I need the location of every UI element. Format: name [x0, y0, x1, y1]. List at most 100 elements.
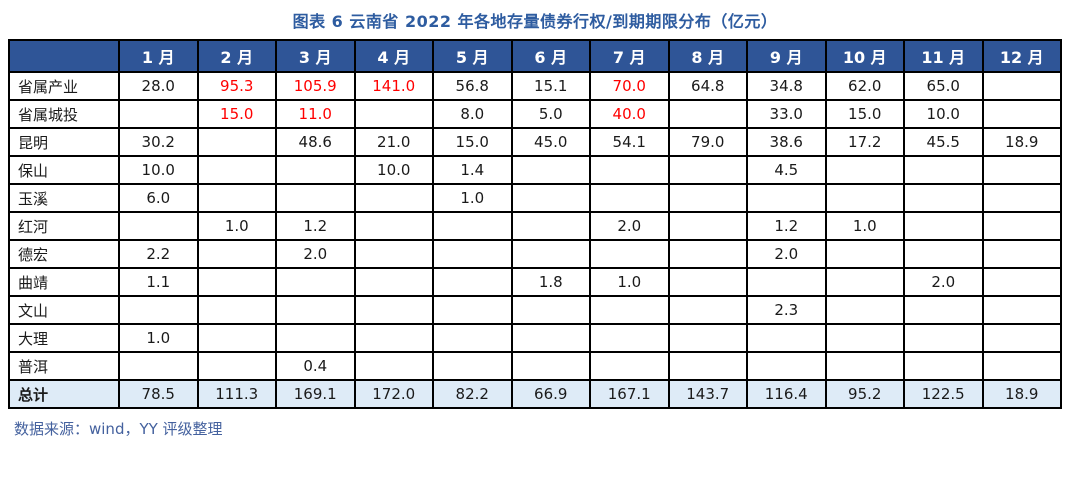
table-cell [353, 295, 434, 325]
table-cell [432, 239, 513, 269]
table-row: 普洱 0.4 [8, 351, 1062, 381]
table-cell [903, 295, 984, 325]
table-cell [510, 323, 591, 353]
table-cell [118, 351, 199, 381]
table-cell: 11.0 [275, 99, 356, 129]
column-header: 8 月 [667, 39, 748, 73]
column-header: 6 月 [510, 39, 591, 73]
table-cell: 116.4 [746, 379, 827, 409]
column-header: 4 月 [353, 39, 434, 73]
table-cell [196, 323, 277, 353]
table-cell [510, 211, 591, 241]
table-cell [746, 183, 827, 213]
table-cell: 78.5 [118, 379, 199, 409]
table-cell [353, 211, 434, 241]
table-cell [196, 183, 277, 213]
table-cell [667, 211, 748, 241]
table-cell [981, 267, 1062, 297]
column-header: 9 月 [746, 39, 827, 73]
table-cell: 1.0 [824, 211, 905, 241]
row-label: 玉溪 [8, 183, 120, 213]
table-cell: 15.1 [510, 71, 591, 101]
table-cell: 28.0 [118, 71, 199, 101]
table-cell: 169.1 [275, 379, 356, 409]
table-cell [667, 267, 748, 297]
table-cell [746, 323, 827, 353]
table-cell [196, 239, 277, 269]
table-cell: 30.2 [118, 127, 199, 157]
table-cell [824, 183, 905, 213]
table-cell [824, 323, 905, 353]
column-header: 7 月 [589, 39, 670, 73]
table-cell [667, 155, 748, 185]
table-cell [196, 295, 277, 325]
row-label: 大理 [8, 323, 120, 353]
row-label: 德宏 [8, 239, 120, 269]
table-cell: 45.0 [510, 127, 591, 157]
table-cell: 1.4 [432, 155, 513, 185]
table-cell: 5.0 [510, 99, 591, 129]
column-header: 3 月 [275, 39, 356, 73]
table-cell: 15.0 [824, 99, 905, 129]
table-cell: 66.9 [510, 379, 591, 409]
table-cell [667, 351, 748, 381]
table-cell [903, 351, 984, 381]
table-cell: 18.9 [981, 127, 1062, 157]
table-cell [510, 295, 591, 325]
table-cell [667, 239, 748, 269]
table-cell: 1.8 [510, 267, 591, 297]
table-cell [118, 211, 199, 241]
table-row: 省属城投 15.0 11.0 8.0 5.0 40.0 33.0 15.0 10.0 [8, 99, 1062, 129]
column-header: 12 月 [981, 39, 1062, 73]
row-label: 曲靖 [8, 267, 120, 297]
table-cell [432, 323, 513, 353]
table-cell: 2.3 [746, 295, 827, 325]
corner-header-cell [8, 39, 120, 73]
table-cell [432, 295, 513, 325]
column-header: 11 月 [903, 39, 984, 73]
column-header: 10 月 [824, 39, 905, 73]
table-cell [589, 239, 670, 269]
table-cell [981, 99, 1062, 129]
table-cell [275, 295, 356, 325]
table-cell: 6.0 [118, 183, 199, 213]
table-cell [589, 155, 670, 185]
table-row: 玉溪 6.0 1.0 [8, 183, 1062, 213]
table-cell [118, 295, 199, 325]
row-label: 昆明 [8, 127, 120, 157]
table-cell: 1.0 [432, 183, 513, 213]
table-cell [981, 239, 1062, 269]
table-cell: 2.2 [118, 239, 199, 269]
table-cell [196, 155, 277, 185]
table-cell [667, 295, 748, 325]
table-cell: 2.0 [589, 211, 670, 241]
table-cell: 2.0 [746, 239, 827, 269]
column-header: 5 月 [432, 39, 513, 73]
table-cell: 40.0 [589, 99, 670, 129]
table-cell [589, 183, 670, 213]
table-cell: 17.2 [824, 127, 905, 157]
table-cell [903, 323, 984, 353]
table-cell: 34.8 [746, 71, 827, 101]
table-cell: 15.0 [196, 99, 277, 129]
row-label: 省属产业 [8, 71, 120, 101]
table-cell [275, 323, 356, 353]
table-cell: 65.0 [903, 71, 984, 101]
table-cell: 1.2 [746, 211, 827, 241]
table-cell: 95.2 [824, 379, 905, 409]
table-row: 昆明 30.2 48.6 21.0 15.0 45.0 54.1 79.0 38.6 17.2 45… [8, 127, 1062, 157]
table-row: 保山 10.0 10.0 1.4 4.5 [8, 155, 1062, 185]
table-row: 文山 2.3 [8, 295, 1062, 325]
table-cell: 167.1 [589, 379, 670, 409]
table-cell [824, 267, 905, 297]
table-cell: 2.0 [275, 239, 356, 269]
table-cell [196, 267, 277, 297]
table-cell [510, 239, 591, 269]
table-cell [903, 183, 984, 213]
table-row: 曲靖 1.1 1.8 1.0 2.0 [8, 267, 1062, 297]
table-cell: 105.9 [275, 71, 356, 101]
column-header: 2 月 [196, 39, 277, 73]
